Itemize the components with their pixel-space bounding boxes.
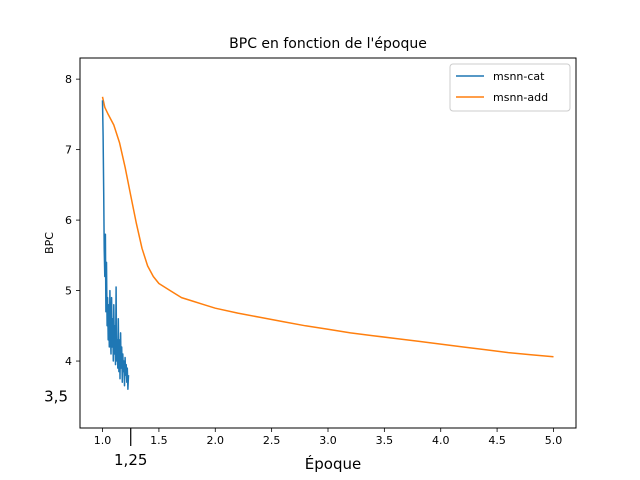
x-axis-label: Époque xyxy=(305,454,361,473)
y-tick-label-3: 7 xyxy=(65,144,72,157)
x-tick-label-6: 4.0 xyxy=(432,434,450,447)
y-tick-label-1: 5 xyxy=(65,285,72,298)
ticks: 1.0 1.5 2.0 2.5 3.0 3.5 4.0 4.5 5.0 4 5 6 7 8 1,25 3,5 xyxy=(44,73,562,469)
series-line-msnn-cat xyxy=(101,100,130,390)
legend-label-msnn-cat: msnn-cat xyxy=(493,70,545,83)
x-tick-label-0: 1.0 xyxy=(94,434,112,447)
x-tick-label-1: 1.5 xyxy=(150,434,168,447)
series-line-msnn-add xyxy=(101,96,554,358)
y-axis-label: BPC xyxy=(43,232,56,254)
plot-area xyxy=(101,96,554,390)
y-tick-label-2: 6 xyxy=(65,214,72,227)
x-tick-label-4: 3.0 xyxy=(319,434,337,447)
x-tick-label-3: 2.5 xyxy=(263,434,281,447)
y-tick-label-0: 4 xyxy=(65,355,72,368)
x-tick-label-2: 2.0 xyxy=(207,434,225,447)
axes-frame xyxy=(79,57,577,429)
legend: msnn-cat msnn-add xyxy=(449,63,571,112)
x-tick-label-5: 3.5 xyxy=(376,434,394,447)
y-tick-label-4: 8 xyxy=(65,73,72,86)
legend-label-msnn-add: msnn-add xyxy=(493,91,548,104)
x-extra-tick-label: 1,25 xyxy=(114,451,147,469)
chart-title: BPC en fonction de l'époque xyxy=(229,36,427,52)
x-tick-label-7: 4.5 xyxy=(488,434,506,447)
y-extra-tick-label: 3,5 xyxy=(44,387,68,405)
x-tick-label-8: 5.0 xyxy=(545,434,563,447)
